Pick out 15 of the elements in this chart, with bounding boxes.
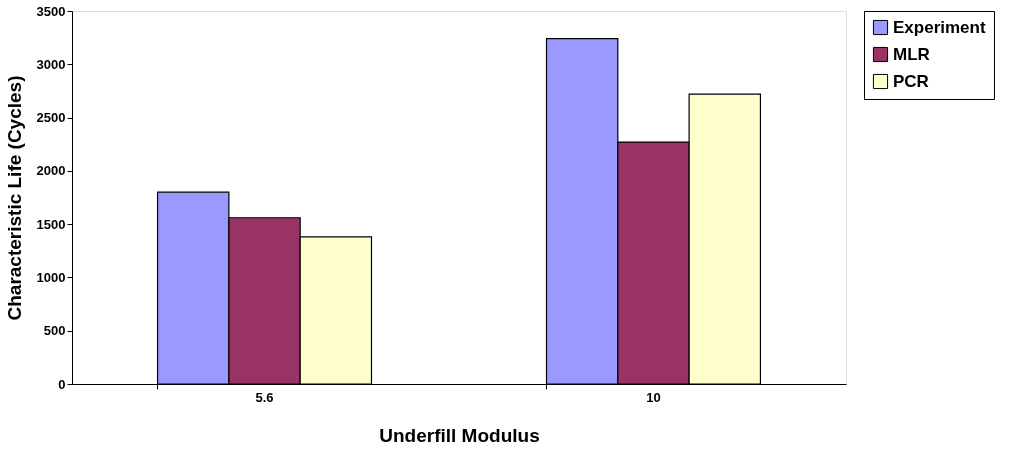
legend-label: PCR <box>893 71 929 91</box>
y-tick-label: 500 <box>43 323 66 339</box>
legend-label: MLR <box>893 44 930 64</box>
y-tick-label: 0 <box>58 376 66 392</box>
y-tick-label: 3000 <box>36 56 66 72</box>
y-axis-title: Characteristic Life (Cycles) <box>3 75 25 321</box>
y-tick-label: 1000 <box>36 269 66 285</box>
x-axis-title: Underfill Modulus <box>379 424 540 446</box>
y-tick-label: 2000 <box>36 163 66 179</box>
x-tick-label: 10 <box>646 389 661 405</box>
y-tick-label: 2500 <box>36 110 66 126</box>
y-tick-label: 3500 <box>36 3 66 19</box>
legend-label: Experiment <box>893 17 986 37</box>
y-tick-label: 1500 <box>36 216 66 232</box>
x-tick-label: 5.6 <box>255 389 274 405</box>
